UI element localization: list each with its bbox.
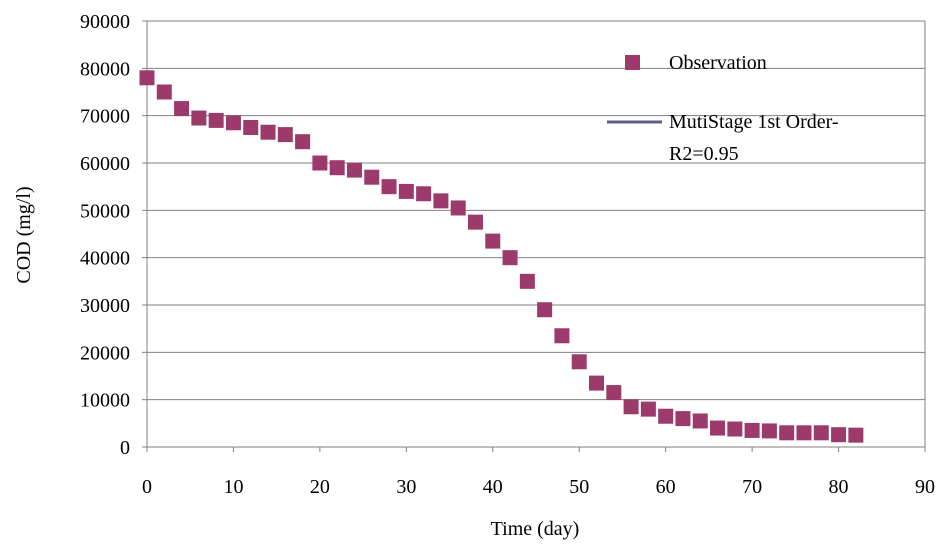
y-tick-label: 90000 <box>80 11 130 33</box>
legend-model-label: MutiStage 1st Order- <box>669 111 839 133</box>
legend-observation-marker <box>625 55 640 70</box>
observation-point <box>779 425 795 441</box>
observation-point <box>606 385 622 401</box>
observation-point <box>243 120 259 135</box>
x-tick-label: 30 <box>396 476 416 498</box>
legend-model-label-line2: R2=0.95 <box>669 143 739 165</box>
y-tick-label: 30000 <box>80 295 130 317</box>
observation-point <box>312 155 328 171</box>
observation-point <box>813 425 829 441</box>
y-tick-label: 50000 <box>80 200 130 222</box>
observation-point <box>658 408 674 424</box>
x-tick-label: 10 <box>223 476 243 498</box>
y-axis-label: COD (mg/l) <box>13 186 35 283</box>
gridlines <box>147 20 925 401</box>
observation-point <box>675 411 691 427</box>
legend: Observation MutiStage 1st Order- R2=0.95 <box>607 52 839 165</box>
observation-point <box>727 421 743 437</box>
observation-point <box>450 200 466 216</box>
observation-point <box>364 169 380 185</box>
x-tick-label: 20 <box>310 476 330 498</box>
observation-point <box>174 101 190 117</box>
x-axis-label: Time (day) <box>491 518 580 540</box>
axes <box>142 20 926 452</box>
y-tick-label: 70000 <box>80 106 130 128</box>
x-tick-label: 40 <box>483 476 503 498</box>
observation-point <box>381 179 397 195</box>
tick-labels: 0 10000 20000 30000 40000 50000 60000 70000 8000… <box>80 11 935 498</box>
observation-point <box>831 427 847 443</box>
observation-point <box>295 134 311 150</box>
observation-point <box>433 193 449 209</box>
observation-point <box>260 124 276 140</box>
observation-point <box>519 273 535 289</box>
observation-point <box>796 425 812 441</box>
observation-point <box>467 214 483 230</box>
observation-point <box>589 375 605 391</box>
x-tick-label: 90 <box>915 476 935 498</box>
observation-point <box>554 328 570 344</box>
observation-point <box>191 110 207 126</box>
legend-observation-label: Observation <box>669 52 767 74</box>
observation-point <box>537 302 553 318</box>
y-tick-label: 20000 <box>80 342 130 364</box>
observation-point <box>277 127 293 143</box>
observation-point <box>225 115 241 131</box>
observation-point <box>848 427 864 443</box>
observation-point <box>640 401 656 417</box>
x-tick-label: 60 <box>656 476 676 498</box>
y-tick-label: 0 <box>120 437 130 459</box>
observation-point <box>744 422 760 438</box>
observation-point <box>623 399 639 415</box>
observation-point <box>329 160 345 176</box>
observation-point <box>139 70 155 86</box>
observation-point <box>398 183 414 199</box>
y-tick-label: 60000 <box>80 153 130 175</box>
observation-point <box>692 413 708 429</box>
observation-point <box>710 420 726 436</box>
y-tick-label: 10000 <box>80 390 130 412</box>
observation-point <box>502 250 518 266</box>
y-tick-label: 80000 <box>80 58 130 80</box>
observation-point <box>416 186 432 202</box>
x-tick-label: 50 <box>569 476 589 498</box>
observation-point <box>346 162 362 178</box>
y-tick-label: 40000 <box>80 248 130 270</box>
observation-point <box>485 233 501 249</box>
observation-point <box>761 423 777 439</box>
x-tick-label: 70 <box>742 476 762 498</box>
x-tick-label: 0 <box>142 476 152 498</box>
observation-series <box>139 70 864 443</box>
observation-point <box>208 112 224 128</box>
observation-point <box>571 354 587 370</box>
x-tick-label: 80 <box>829 476 849 498</box>
observation-point <box>156 84 172 100</box>
